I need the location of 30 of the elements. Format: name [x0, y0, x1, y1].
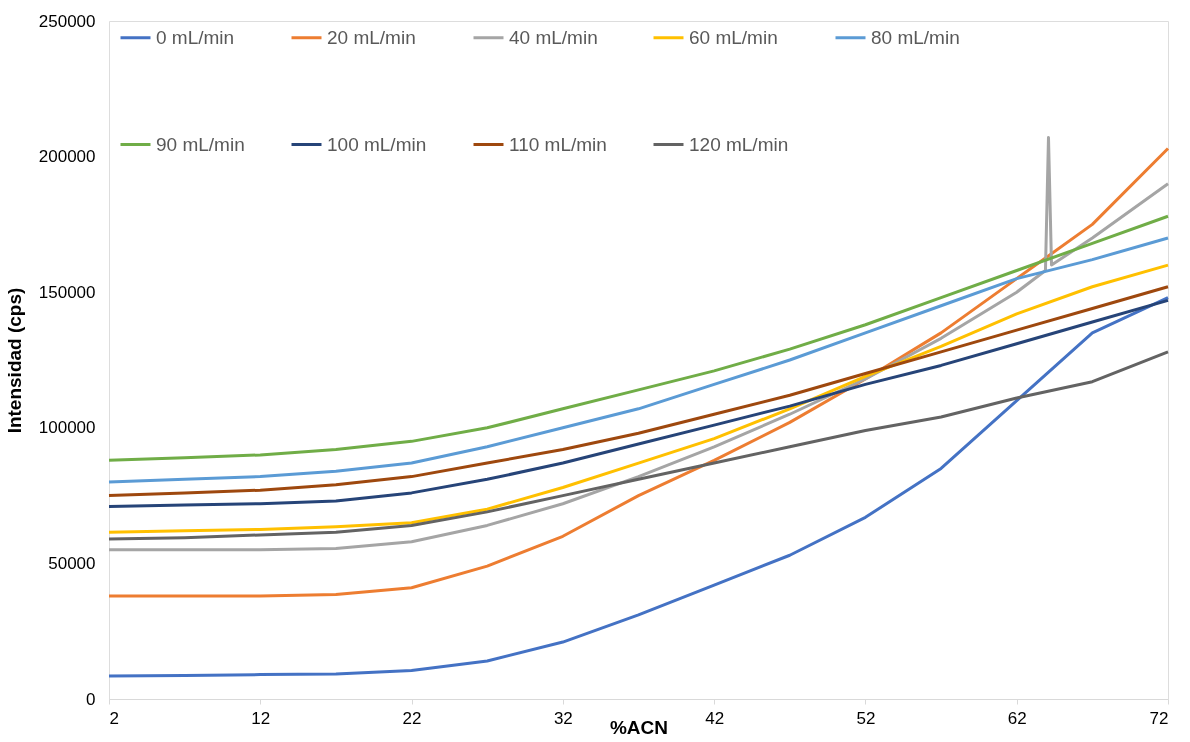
- legend-label: 90 mL/min: [156, 133, 245, 155]
- y-tick-label: 50000: [48, 553, 96, 573]
- legend-label: 110 mL/min: [509, 133, 607, 155]
- x-tick-label: 2: [109, 708, 119, 728]
- legend-label: 120 mL/min: [689, 133, 789, 155]
- x-tick-label: 42: [705, 708, 725, 728]
- legend-label: 40 mL/min: [509, 26, 598, 48]
- line-series: [107, 296, 1170, 678]
- line-series: [107, 350, 1170, 541]
- y-tick-label: 100000: [38, 418, 96, 438]
- line-series: [107, 214, 1170, 462]
- x-axis-title: %ACN: [609, 716, 669, 738]
- legend-label: 20 mL/min: [327, 26, 416, 48]
- y-tick-label: 200000: [38, 147, 96, 167]
- x-tick-label: 52: [856, 708, 876, 728]
- legend-label: 0 mL/min: [156, 26, 235, 48]
- legend-label: 80 mL/min: [871, 26, 960, 48]
- y-tick-label: 250000: [38, 11, 96, 31]
- line-series: [107, 236, 1170, 484]
- legend-label: 60 mL/min: [689, 26, 778, 48]
- y-tick-label: 0: [86, 689, 96, 709]
- x-tick-label: 22: [402, 708, 422, 728]
- x-tick-label: 62: [1007, 708, 1027, 728]
- x-tick-label: 72: [1149, 708, 1169, 728]
- x-tick-label: 12: [251, 708, 271, 728]
- legend-label: 100 mL/min: [327, 133, 427, 155]
- y-axis-title: Intensidad (cps): [3, 287, 25, 434]
- line-series: [107, 263, 1170, 534]
- x-tick-label: 32: [553, 708, 573, 728]
- y-tick-label: 150000: [38, 282, 96, 302]
